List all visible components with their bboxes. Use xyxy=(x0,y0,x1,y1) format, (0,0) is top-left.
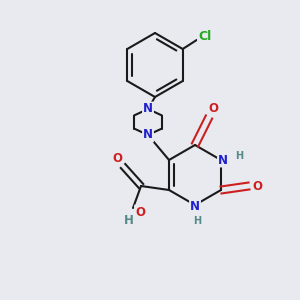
Text: N: N xyxy=(190,200,200,214)
Text: H: H xyxy=(124,214,134,226)
Text: O: O xyxy=(135,206,145,218)
Text: N: N xyxy=(143,103,153,116)
Text: O: O xyxy=(208,103,218,116)
Text: O: O xyxy=(112,152,122,164)
Text: N: N xyxy=(218,154,228,166)
Text: Cl: Cl xyxy=(198,31,211,44)
Text: H: H xyxy=(193,216,201,226)
Text: N: N xyxy=(143,128,153,142)
Text: H: H xyxy=(235,151,243,161)
Text: O: O xyxy=(252,179,262,193)
